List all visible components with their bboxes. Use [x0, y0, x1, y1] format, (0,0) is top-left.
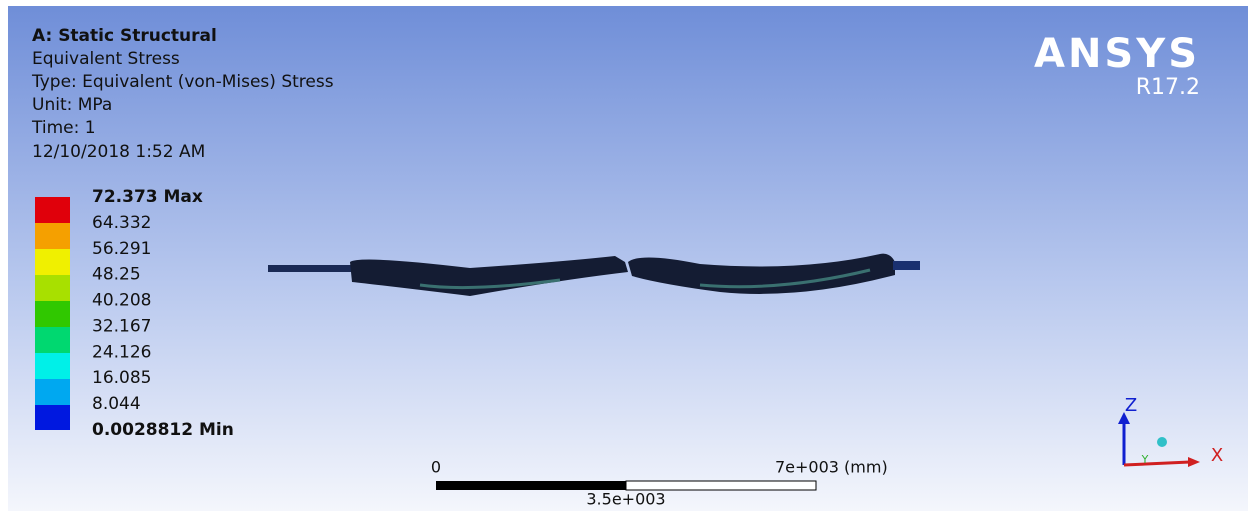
triad-z: Z	[1125, 395, 1137, 416]
scale-end: 7e+003 (mm)	[775, 458, 888, 477]
legend-swatch	[35, 405, 70, 430]
legend-swatch	[35, 327, 70, 353]
legend-swatch	[35, 275, 70, 301]
legend-swatch	[35, 353, 70, 379]
legend-label: 48.25	[92, 265, 141, 285]
header-line: Type: Equivalent (von-Mises) Stress	[31, 72, 334, 92]
header-line: Equivalent Stress	[32, 49, 180, 69]
color-legend	[35, 197, 70, 430]
shaft	[268, 265, 353, 272]
legend-label: 56.291	[92, 239, 151, 259]
header-line: Time: 1	[31, 118, 96, 138]
legend-label: 64.332	[92, 213, 151, 233]
triad-x: X	[1211, 445, 1223, 466]
legend-label: 16.085	[92, 368, 151, 388]
legend-label: 8.044	[92, 394, 141, 414]
legend-swatch	[35, 379, 70, 405]
origin-ball	[1157, 437, 1167, 447]
shaft	[893, 261, 920, 270]
legend-label: 0.0028812 Min	[92, 420, 234, 440]
legend-swatch	[35, 301, 70, 327]
logo-version: R17.2	[1136, 75, 1200, 100]
header-title: A: Static Structural	[32, 26, 217, 46]
viewport: A: Static Structural Equivalent Stress T…	[0, 0, 1252, 513]
legend-label: 32.167	[92, 316, 151, 336]
header-line: Unit: MPa	[32, 95, 112, 115]
scale-start: 0	[431, 458, 441, 477]
legend-swatch	[35, 223, 70, 249]
legend-label: 24.126	[92, 342, 151, 362]
legend-label: 72.373 Max	[92, 187, 203, 207]
logo: ANSYS	[1034, 31, 1200, 77]
header-line: 12/10/2018 1:52 AM	[32, 142, 205, 162]
legend-swatch	[35, 197, 70, 223]
legend-swatch	[35, 249, 70, 275]
legend-label: 40.208	[92, 291, 151, 311]
triad-y: Y	[1141, 453, 1149, 466]
scale-mid: 3.5e+003	[586, 490, 665, 509]
graphics-window: A: Static Structural Equivalent Stress T…	[0, 0, 1252, 513]
